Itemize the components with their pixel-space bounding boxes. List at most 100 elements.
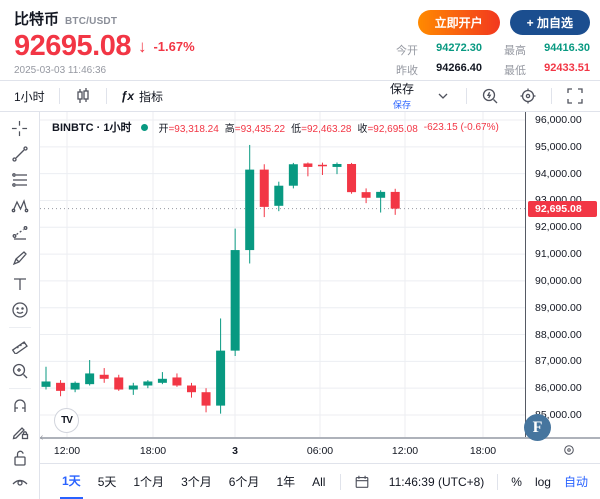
save-label: 保存	[389, 81, 414, 96]
range-5d[interactable]: 5天	[96, 464, 119, 499]
clock[interactable]: 11:46:39 (UTC+8)	[388, 474, 485, 489]
toolbar-right: 保存 保存	[384, 81, 590, 111]
price-axis-label: 87,000.00	[535, 355, 582, 368]
range-6m[interactable]: 6个月	[227, 464, 262, 499]
drawbar-divider	[8, 327, 31, 328]
stat-value: 94416.30	[544, 42, 590, 54]
legend-low: 低=92,463.28	[291, 123, 352, 135]
zoom-in-icon	[12, 363, 27, 379]
f-brand-logo: F	[524, 414, 551, 441]
pencil-lock-icon	[12, 427, 28, 440]
chart-legend: BINBTC · 1小时 开=93,318.24 高=93,435.22 低=9…	[52, 119, 499, 135]
collapse-drawbar-handle[interactable]: ‹	[40, 432, 44, 443]
down-arrow-icon: ↓	[137, 36, 147, 56]
legend-high: 高=93,435.22	[224, 123, 286, 135]
fib-retracement-tool[interactable]	[7, 171, 33, 189]
emoji-icon	[11, 302, 28, 318]
range-selector: 1天 5天 1个月 3个月 6个月 1年 All	[60, 464, 370, 499]
xabcd-pattern-tool[interactable]	[7, 197, 33, 215]
interval-button[interactable]: 1小时	[8, 84, 51, 109]
toolbar-divider	[551, 88, 552, 104]
axis-gear-icon	[564, 445, 574, 455]
trend-line-tool[interactable]	[7, 145, 33, 163]
chevron-down-icon	[438, 93, 448, 99]
chart-settings-button[interactable]	[513, 83, 543, 109]
legend-open: 开=93,318.24	[158, 123, 219, 135]
calendar-icon	[356, 475, 369, 488]
quick-search-button[interactable]	[475, 83, 505, 109]
time-axis-label: 12:00	[391, 445, 419, 457]
time-axis[interactable]: ‹ 12:00 18:00 3 06:00 12:00 18:00	[40, 432, 600, 463]
log-scale-button[interactable]: log	[534, 474, 551, 489]
range-all[interactable]: All	[310, 464, 327, 499]
range-1d[interactable]: 1天	[60, 464, 83, 499]
ruler-icon	[11, 341, 28, 354]
save-layout-button[interactable]: 保存 保存	[384, 79, 420, 114]
market-status-dot-icon	[141, 123, 149, 131]
tradingview-logo[interactable]: TV	[54, 408, 79, 433]
bottom-bar-divider	[497, 473, 499, 490]
emoji-tool[interactable]	[7, 301, 33, 319]
percent-scale-button[interactable]: %	[511, 474, 522, 489]
range-1m[interactable]: 1个月	[131, 464, 166, 499]
go-to-date-button[interactable]	[354, 474, 370, 490]
price-axis-label: 90,000.00	[535, 274, 582, 287]
auto-scale-button[interactable]: 自动	[563, 475, 588, 489]
open-account-button[interactable]: 立即开户	[417, 10, 500, 35]
trend-line-icon	[11, 146, 28, 162]
hide-drawings-tool[interactable]	[7, 475, 33, 493]
indicators-button[interactable]: ƒx 指标	[115, 84, 169, 109]
time-axis-label: 18:00	[139, 445, 167, 457]
time-axis-label: 18:00	[469, 445, 497, 457]
stat-label: 今开	[396, 45, 418, 57]
quick-search-icon	[482, 88, 498, 104]
fx-icon: ƒx	[120, 89, 135, 103]
lock-all-tool[interactable]	[7, 449, 33, 467]
add-watchlist-button[interactable]: + 加自选	[509, 10, 590, 35]
price-axis-label: 96,000.00	[535, 114, 582, 126]
save-tooltip: 保存	[392, 99, 411, 110]
price-axis-label: 95,000.00	[535, 140, 582, 153]
fullscreen-button[interactable]	[560, 83, 590, 109]
stat-high: 最高 94416.30	[504, 42, 590, 58]
axis-settings-button[interactable]	[562, 443, 576, 457]
chart-body: BINBTC · 1小时 开=93,318.24 高=93,435.22 低=9…	[0, 112, 600, 499]
ruler-tool[interactable]	[7, 336, 33, 354]
time-axis-label: 06:00	[306, 445, 334, 457]
toolbar-divider	[466, 88, 467, 104]
stat-prev-close: 昨收 94266.40	[396, 62, 482, 78]
legend-close: 收=92,695.08	[357, 123, 418, 135]
price-axis-label: 86,000.00	[535, 382, 582, 395]
magnet-tool[interactable]	[7, 397, 33, 415]
zoom-in-tool[interactable]	[7, 362, 33, 380]
drawing-lock-tool[interactable]	[7, 423, 33, 441]
stat-low: 最低 92433.51	[504, 62, 590, 78]
price-axis-label: 94,000.00	[535, 167, 582, 180]
brush-tool[interactable]	[7, 249, 33, 267]
indicators-label: 指标	[139, 89, 164, 104]
stat-label: 最低	[504, 65, 526, 77]
crosshair-tool[interactable]	[7, 119, 33, 137]
range-3m[interactable]: 3个月	[179, 464, 214, 499]
forecast-icon	[12, 226, 27, 240]
price-row: 92695.08 ↓ -1.67%	[14, 30, 195, 63]
candlestick-chart[interactable]: BINBTC · 1小时 开=93,318.24 高=93,435.22 低=9…	[40, 112, 525, 437]
candle-style-button[interactable]	[68, 83, 98, 109]
drawbar-divider	[8, 388, 31, 389]
last-price: 92695.08	[14, 30, 131, 62]
text-icon	[13, 278, 26, 290]
stat-label: 昨收	[396, 65, 418, 77]
forecast-tool[interactable]	[7, 223, 33, 241]
legend-series-name[interactable]: BINBTC · 1小时	[52, 122, 132, 134]
save-dropdown-button[interactable]	[428, 83, 458, 109]
fullscreen-icon	[567, 88, 583, 104]
toolbar-left: 1小时 ƒx 指标	[8, 81, 169, 111]
range-1y[interactable]: 1年	[274, 464, 297, 499]
text-tool[interactable]	[7, 275, 33, 293]
time-axis-label: 12:00	[53, 445, 81, 457]
price-axis[interactable]: 85,000.00 86,000.00 87,000.00 88,000.00 89,0…	[525, 112, 600, 437]
stat-open: 今开 94272.30	[396, 42, 482, 58]
symbol-name: 比特币	[14, 11, 60, 28]
candle-style-icon	[77, 88, 89, 103]
